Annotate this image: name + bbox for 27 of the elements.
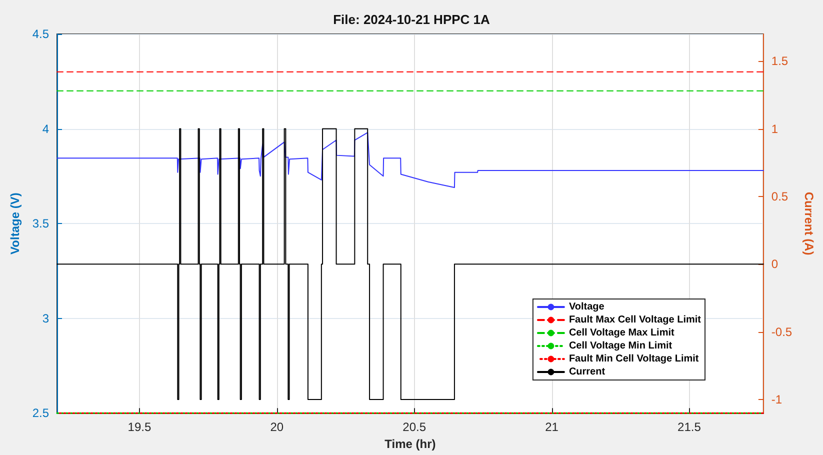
x-tick-label: 19.5 (128, 420, 152, 434)
x-tick-label: 21.5 (678, 420, 702, 434)
legend-label: Cell Voltage Max Limit (568, 328, 676, 338)
legend-label: Fault Min Cell Voltage Limit (568, 354, 700, 364)
y2-tick-label: -1 (771, 392, 782, 407)
x-tick-label: 20 (270, 420, 284, 434)
y-tick-label: 2.5 (32, 406, 50, 420)
x-tick-label: 21 (545, 420, 559, 434)
y2-axis-title: Current (A) (802, 192, 816, 256)
y2-tick-label: -0.5 (771, 324, 792, 339)
y2-tick-label: 0 (771, 257, 778, 272)
y2-tick-label: 0.5 (771, 189, 788, 204)
line-series (56, 132, 764, 188)
legend-label: Fault Max Cell Voltage Limit (568, 314, 702, 326)
legend-label: Cell Voltage Min Limit (568, 340, 673, 352)
legend-label: Voltage (568, 302, 605, 312)
y-tick-label: 3 (42, 311, 50, 326)
y-axis-title: Voltage (V) (8, 192, 22, 254)
y-tick-label: 3.5 (32, 216, 50, 231)
x-axis-title: Time (hr) (384, 437, 436, 451)
legend-label: Current (568, 366, 606, 378)
chart-title: File: 2024-10-21 HPPC 1A (333, 12, 491, 27)
y2-tick-label: 1 (771, 122, 778, 136)
x-tick-label: 20.5 (402, 420, 426, 434)
y-tick-label: 4 (42, 122, 50, 136)
y2-tick-label: 1.5 (771, 54, 788, 68)
y-tick-label: 4.5 (32, 27, 50, 41)
